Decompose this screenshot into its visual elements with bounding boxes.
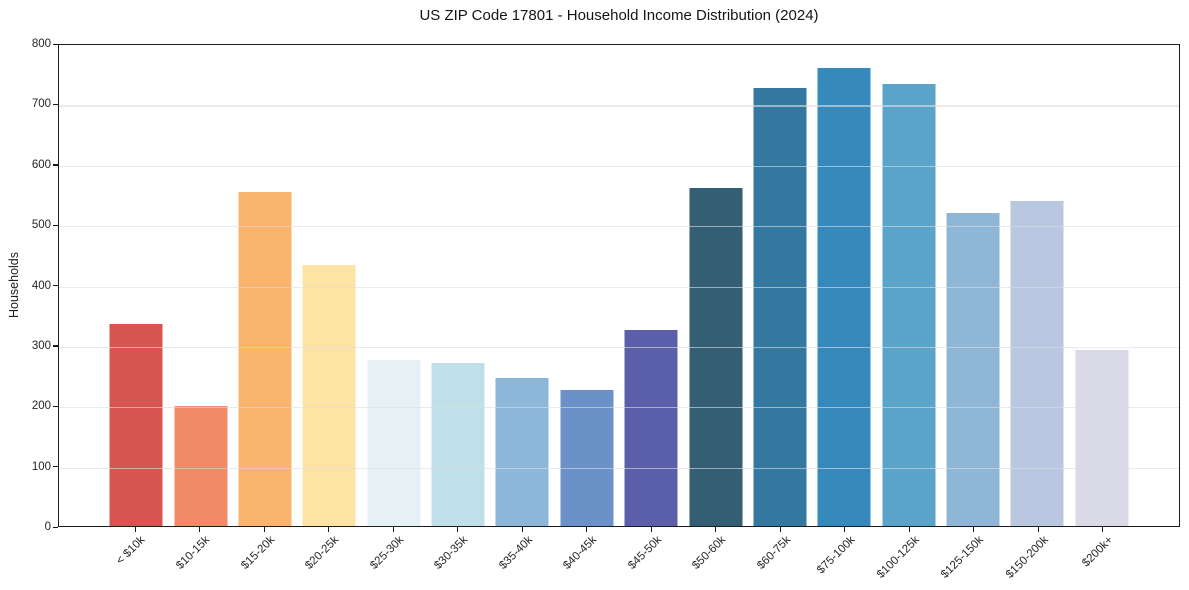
y-tick-label: 400 [31, 279, 51, 292]
x-tick-label: $100-125k [874, 534, 922, 581]
gridline-600 [59, 165, 1179, 167]
x-tick-mark [134, 527, 136, 532]
y-tick-mark [53, 466, 58, 468]
x-tick-mark [1037, 527, 1039, 532]
x-tick-label: $200k+ [1079, 534, 1116, 570]
x-tick-label: $150-200k [1003, 534, 1051, 581]
x-tick-label: $75-100k [814, 534, 858, 577]
gridline-100 [59, 467, 1179, 469]
x-tick-mark [844, 527, 846, 532]
gridline-300 [59, 346, 1179, 349]
bar-$15-20k [238, 191, 292, 526]
bar-< $10k [109, 323, 163, 526]
y-tick-mark [53, 405, 58, 408]
x-tick-label: $30-35k [432, 534, 471, 572]
bar-$150-200k [1010, 200, 1064, 526]
y-tick-mark [53, 345, 58, 347]
x-tick-mark [457, 527, 459, 532]
bar-$50-60k [689, 187, 743, 526]
bar-slot [1070, 45, 1134, 526]
x-tick-label: $50-60k [690, 534, 729, 572]
bar-slot [941, 45, 1005, 526]
y-tick-mark [53, 164, 58, 166]
y-tick-mark [53, 285, 58, 287]
y-tick-label: 500 [31, 219, 51, 232]
bar-slot [362, 45, 426, 526]
bar-$10-15k [174, 406, 228, 526]
bar-$100-125k [882, 84, 936, 526]
x-tick-mark [715, 527, 717, 532]
bar-$125-150k [946, 212, 1000, 526]
y-tick-mark [53, 43, 58, 45]
bar-slot [168, 45, 232, 526]
y-tick-mark [53, 103, 58, 106]
gridline-500 [59, 226, 1179, 228]
x-tick-mark [586, 527, 588, 532]
bar-slot [297, 45, 361, 526]
bar-slot [233, 45, 297, 526]
x-tick-label: $20-25k [303, 534, 342, 572]
x-tick-mark [521, 527, 523, 532]
bar-$30-35k [431, 363, 485, 526]
bar-slot [877, 45, 941, 526]
bar-$35-40k [495, 378, 549, 526]
bar-$45-50k [624, 330, 678, 526]
bar-$20-25k [302, 265, 356, 526]
y-tick-mark [53, 224, 58, 226]
x-tick-mark [973, 527, 975, 532]
x-tick-mark [779, 527, 781, 532]
bars-container [104, 45, 1134, 526]
x-tick-mark [650, 527, 652, 532]
y-tick-label: 300 [31, 339, 51, 352]
x-tick-label: $10-15k [174, 534, 213, 572]
bar-slot [555, 45, 619, 526]
y-tick-label: 0 [44, 521, 51, 533]
x-tick-label: $40-45k [561, 534, 600, 572]
x-tick-mark [392, 527, 394, 532]
gridline-400 [59, 286, 1179, 288]
bar-slot [104, 45, 168, 526]
x-tick-mark [263, 527, 265, 532]
bar-slot [490, 45, 554, 526]
bar-$25-30k [367, 360, 421, 526]
bar-slot [426, 45, 490, 526]
x-tick-label: $45-50k [625, 534, 664, 572]
bar-$60-75k [753, 88, 807, 526]
plot-area [58, 44, 1180, 527]
y-tick-mark [53, 526, 58, 528]
x-tick-label: $35-40k [496, 534, 535, 572]
bar-slot [748, 45, 812, 526]
y-tick-label: 600 [31, 158, 51, 171]
bar-slot [1005, 45, 1069, 526]
x-tick-mark [908, 527, 910, 532]
bar-slot [683, 45, 747, 526]
x-tick-mark [1102, 527, 1104, 532]
y-tick-label: 200 [31, 400, 51, 413]
gridline-700 [59, 105, 1179, 107]
y-tick-label: 800 [31, 38, 51, 50]
x-tick-label: < $10k [114, 534, 148, 568]
chart-title: US ZIP Code 17801 - Household Income Dis… [419, 7, 819, 24]
bar-$40-45k [560, 390, 614, 526]
x-tick-label: $25-30k [367, 534, 406, 572]
x-tick-label: $15-20k [238, 534, 277, 572]
gridline-200 [59, 407, 1179, 409]
x-tick-label: $125-150k [939, 534, 987, 581]
bar-slot [812, 45, 876, 526]
y-tick-label: 100 [31, 460, 51, 473]
bar-$200k+ [1075, 350, 1129, 526]
bar-$75-100k [817, 68, 871, 526]
x-tick-mark [199, 527, 201, 532]
x-tick-mark [328, 527, 330, 532]
x-tick-label: $60-75k [754, 534, 793, 572]
bar-slot [619, 45, 683, 526]
y-tick-label: 700 [31, 98, 51, 111]
